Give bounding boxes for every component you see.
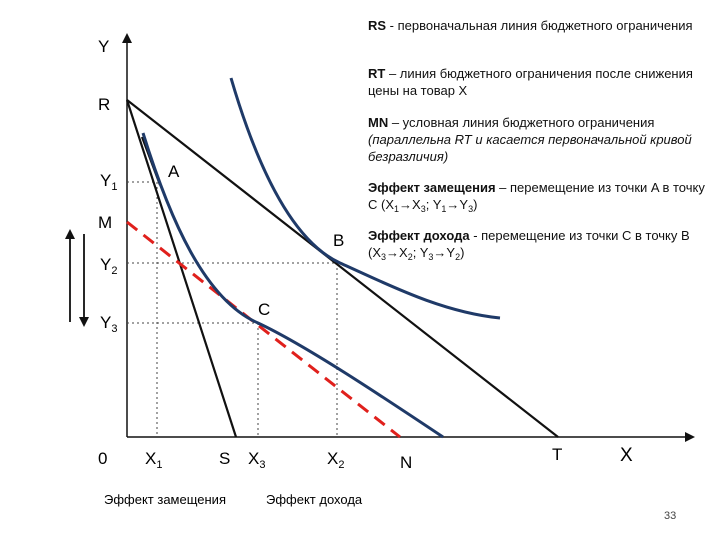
- note-rs: RS - первоначальная линия бюджетного огр…: [368, 18, 693, 33]
- indifference-curve-original: [141, 132, 444, 439]
- tick-x3: X3: [248, 449, 266, 471]
- point-b-label: B: [333, 231, 345, 250]
- budget-line-rt: [126, 99, 559, 438]
- tick-r: R: [98, 95, 111, 114]
- substitution-effect-label: Эффект замещения: [104, 492, 226, 507]
- origin-label: 0: [98, 449, 108, 468]
- note-mn: MN – условная линия бюджетного ограничен…: [368, 115, 692, 164]
- tick-y2: Y2: [100, 255, 118, 277]
- x-axis-label: X: [620, 445, 633, 466]
- note-rt: RT – линия бюджетного ограничения после …: [368, 66, 693, 98]
- note-income-effect: Эффект дохода - перемещение из точки C в…: [368, 228, 690, 262]
- budget-line-mn: [126, 220, 401, 439]
- budget-line-rs: [125, 99, 238, 438]
- indifference-curve-new: [229, 77, 501, 320]
- page-number: 33: [664, 510, 677, 522]
- tick-n: N: [400, 453, 413, 472]
- point-a-label: A: [168, 162, 180, 181]
- tick-y3: Y3: [100, 313, 118, 335]
- tick-s: S: [219, 449, 231, 468]
- tick-y1: Y1: [100, 171, 118, 193]
- y-axis-label: Y: [98, 37, 110, 56]
- point-c-label: C: [258, 300, 271, 319]
- tick-m: M: [98, 213, 113, 232]
- tick-x2: X2: [327, 449, 345, 471]
- note-substitution-effect: Эффект замещения – перемещение из точки …: [368, 180, 705, 214]
- income-effect-label: Эффект дохода: [266, 492, 363, 507]
- tick-t: T: [552, 445, 563, 464]
- tick-x1: X1: [145, 449, 163, 471]
